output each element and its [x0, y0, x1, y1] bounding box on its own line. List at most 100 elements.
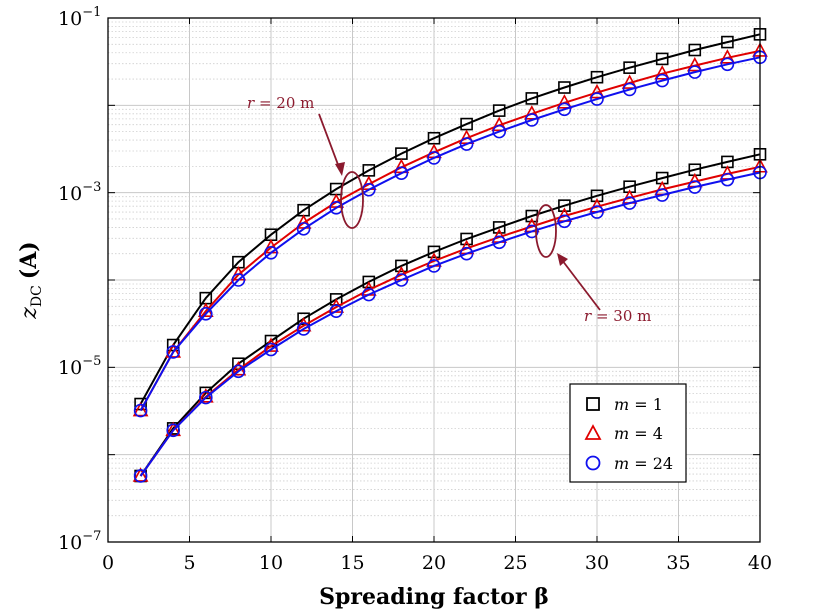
data-point	[590, 92, 604, 106]
series-0	[134, 28, 767, 411]
data-point	[165, 421, 182, 437]
legend-label: m = 1	[614, 395, 663, 414]
data-point	[622, 196, 637, 210]
data-point	[133, 403, 148, 418]
series-5	[133, 165, 767, 483]
data-point	[395, 259, 408, 273]
x-tick-labels: 0 5 10 15 20 25 30 35 40	[102, 552, 772, 574]
data-point	[523, 105, 540, 120]
data-point	[297, 312, 310, 326]
y-tick-label: 10−5	[58, 354, 101, 379]
data-point	[329, 304, 344, 318]
data-point	[133, 469, 148, 483]
data-point	[557, 214, 572, 229]
data-point	[558, 199, 571, 212]
data-point	[687, 65, 702, 79]
data-point	[459, 246, 474, 261]
x-axis-title: Spreading factor β	[319, 584, 549, 610]
legend-label: m = 4	[614, 424, 663, 443]
legend-marker-triangle	[584, 424, 602, 440]
x-tick-label: 20	[422, 552, 446, 574]
ticks	[107, 17, 761, 543]
data-point	[231, 364, 246, 379]
data-point	[231, 273, 246, 287]
x-tick-label: 30	[585, 552, 609, 574]
y-axis-title: zDC(A)	[16, 241, 45, 319]
x-tick-label: 35	[666, 552, 690, 574]
data-point	[296, 322, 311, 336]
arrowhead-r30	[557, 253, 568, 266]
data-point	[687, 180, 702, 194]
data-point	[524, 224, 539, 239]
data-point	[654, 65, 671, 80]
series-2	[133, 50, 767, 418]
data-point	[166, 423, 180, 438]
data-point	[492, 221, 506, 234]
data-point	[590, 205, 604, 219]
data-point	[427, 259, 441, 273]
arrow-r30	[561, 259, 601, 311]
data-point	[621, 74, 638, 89]
y-tick-label: 10−7	[58, 529, 101, 554]
label-r20: r = 20 m	[247, 94, 314, 112]
data-point	[524, 113, 539, 127]
data-point	[622, 82, 637, 97]
data-point	[264, 342, 278, 357]
data-point	[558, 81, 571, 94]
data-point	[166, 345, 180, 359]
data-point	[427, 151, 441, 165]
data-point	[165, 343, 182, 358]
data-point	[361, 287, 376, 302]
data-point	[719, 49, 736, 64]
x-tick-label: 15	[340, 552, 364, 574]
data-point	[427, 245, 441, 259]
y-tick-label: 10−1	[58, 5, 101, 30]
data-point	[264, 245, 278, 260]
y-tick-labels: 10−7 10−5 10−3 10−1	[58, 5, 101, 554]
data-point	[199, 390, 213, 405]
series-line	[139, 33, 761, 405]
series-group	[132, 28, 768, 483]
x-tick-label: 10	[259, 552, 283, 574]
y-tick-label: 10−3	[58, 180, 101, 205]
data-point	[686, 56, 703, 72]
data-point	[655, 188, 670, 202]
data-point	[491, 116, 508, 132]
data-point	[492, 124, 507, 139]
data-point	[394, 273, 409, 287]
data-point	[132, 401, 149, 417]
label-r30: r = 30 m	[584, 307, 651, 325]
data-point	[362, 275, 376, 289]
arrow-r20	[318, 113, 341, 171]
data-point	[590, 70, 604, 84]
ellipse-r20	[340, 171, 364, 229]
annotations: r = 20 m r = 30 m	[247, 94, 651, 325]
data-point	[557, 102, 572, 117]
data-point	[721, 35, 734, 49]
data-point	[623, 61, 636, 74]
data-point	[688, 43, 702, 57]
x-tick-label: 5	[183, 552, 195, 574]
x-tick-label: 40	[748, 552, 772, 574]
data-point	[655, 73, 670, 88]
legend-marker-square	[586, 397, 600, 411]
data-point	[589, 83, 605, 99]
legend-label: m = 24	[614, 454, 673, 473]
data-point	[132, 467, 149, 482]
series-1	[132, 42, 768, 417]
data-point	[460, 232, 473, 246]
data-point	[720, 57, 735, 72]
data-point	[492, 104, 506, 117]
legend-marker-circle	[585, 455, 601, 471]
x-tick-label: 25	[503, 552, 527, 574]
data-point	[296, 222, 311, 236]
data-point	[394, 166, 409, 181]
arrowhead-r20	[335, 162, 345, 176]
data-point	[492, 235, 507, 250]
data-point	[720, 172, 735, 187]
data-point	[199, 307, 213, 321]
legend: m = 1 m = 4 m = 24	[569, 383, 687, 483]
data-point	[655, 52, 669, 66]
data-point	[556, 94, 573, 109]
